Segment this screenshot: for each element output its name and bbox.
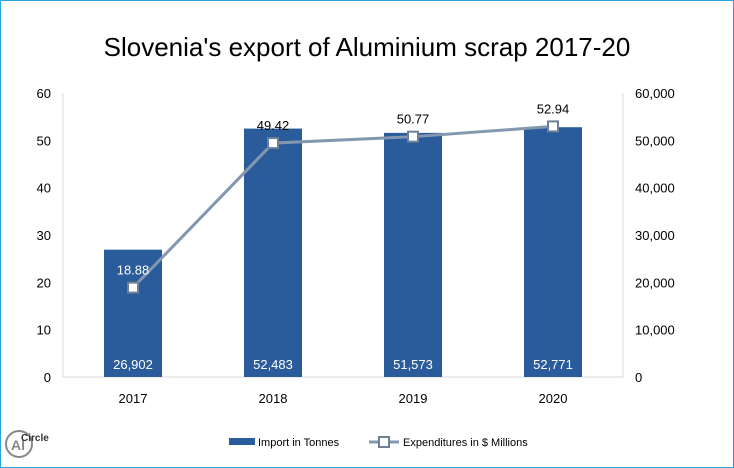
bar-data-label: 52,771 <box>533 357 573 372</box>
line-marker <box>547 120 559 133</box>
right-tick-label: 50,000 <box>635 133 675 148</box>
x-tick-label: 2019 <box>399 391 428 406</box>
left-tick-label: 30 <box>37 228 51 243</box>
right-tick-label: 10,000 <box>635 323 675 338</box>
legend-swatch-bars <box>229 438 255 445</box>
bar-data-label: 26,902 <box>113 357 153 372</box>
chart-title: Slovenia's export of Aluminium scrap 201… <box>104 32 631 62</box>
line-marker <box>127 281 139 294</box>
bar-data-label: 52,483 <box>253 357 293 372</box>
legend-marker-icon <box>378 436 390 448</box>
alcircle-logo-al: Al <box>11 437 25 453</box>
x-tick-label: 2020 <box>539 391 568 406</box>
left-tick-label: 60 <box>37 86 51 101</box>
left-tick-label: 0 <box>44 370 51 385</box>
right-tick-label: 0 <box>635 370 642 385</box>
left-tick-label: 50 <box>37 133 51 148</box>
bar-2019 <box>384 132 442 377</box>
right-tick-label: 20,000 <box>635 275 675 290</box>
right-tick-label: 60,000 <box>635 86 675 101</box>
bar-2020 <box>524 127 582 377</box>
legend-label-line: Expenditures in $ Millions <box>403 437 528 449</box>
left-tick-label: 20 <box>37 275 51 290</box>
x-tick-label: 2017 <box>119 391 148 406</box>
left-tick-label: 40 <box>37 181 51 196</box>
alcircle-logo-icon <box>5 430 33 458</box>
line-marker <box>407 130 419 143</box>
line-marker <box>267 137 279 150</box>
line-data-label: 52.94 <box>537 101 570 116</box>
alcircle-logo-circle: Circle <box>21 433 49 444</box>
line-data-label: 49.42 <box>257 118 290 133</box>
right-tick-label: 30,000 <box>635 228 675 243</box>
x-tick-label: 2018 <box>259 391 288 406</box>
line-data-label: 50.77 <box>397 112 430 127</box>
left-tick-label: 10 <box>37 323 51 338</box>
expenditure-line <box>131 124 554 289</box>
legend-label-bars: Import in Tonnes <box>258 437 340 449</box>
bar-2017 <box>104 249 162 377</box>
bar-data-label: 51,573 <box>393 357 433 372</box>
bar-2018 <box>244 128 302 377</box>
right-tick-label: 40,000 <box>635 181 675 196</box>
line-data-label: 18.88 <box>117 263 150 278</box>
